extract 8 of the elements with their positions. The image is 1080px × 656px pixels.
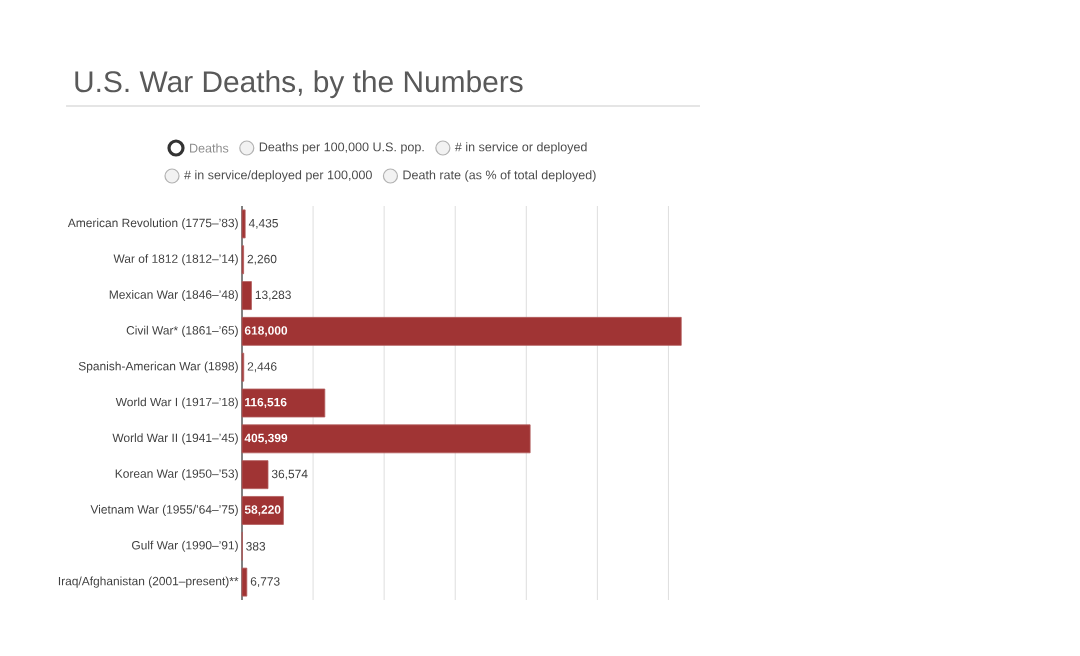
chart-title: U.S. War Deaths, by the Numbers	[75, 70, 523, 99]
bar	[241, 316, 682, 346]
bar	[241, 281, 252, 310]
bar	[241, 424, 531, 454]
bar	[241, 460, 269, 490]
bar	[241, 388, 326, 418]
bar	[241, 496, 284, 525]
bar	[241, 567, 248, 597]
